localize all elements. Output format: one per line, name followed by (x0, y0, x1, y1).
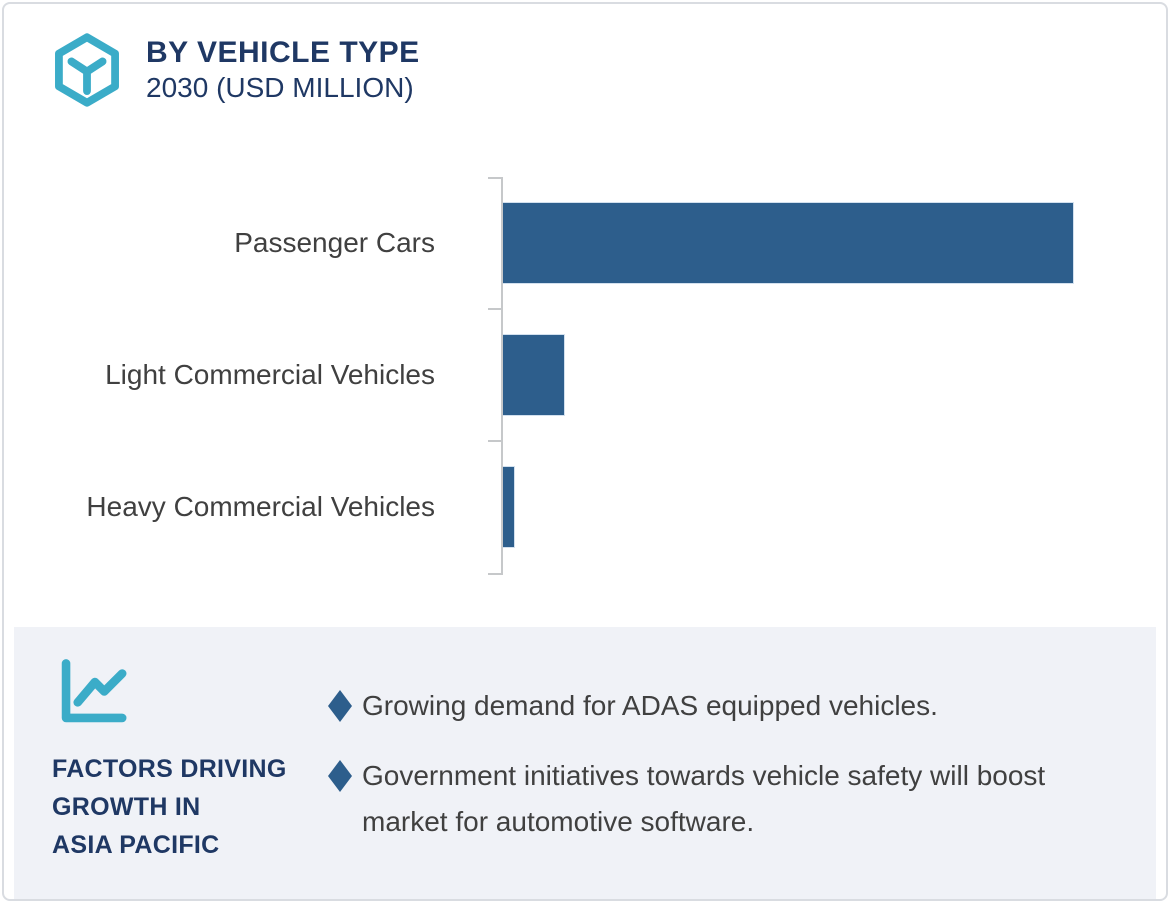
header-text: BY VEHICLE TYPE 2030 (USD MILLION) (146, 36, 420, 104)
category-label: Light Commercial Vehicles (105, 359, 435, 390)
factors-heading-line: FACTORS DRIVING (52, 755, 287, 783)
chart-header: BY VEHICLE TYPE 2030 (USD MILLION) (48, 30, 420, 110)
factors-heading: FACTORS DRIVING GROWTH IN ASIA PACIFIC (52, 750, 328, 864)
factors-heading-line: GROWTH IN (52, 793, 201, 821)
line-chart-icon (61, 659, 127, 723)
chart-row: Light Commercial Vehicles (4, 309, 1166, 441)
category-axis-line (501, 177, 503, 575)
chart-row: Passenger Cars (4, 177, 1166, 309)
diamond-bullet-icon (328, 760, 352, 792)
chart-row: Heavy Commercial Vehicles (4, 441, 1166, 573)
bar-passenger-cars (503, 203, 1073, 283)
bar-heavy-commercial-vehicles (503, 467, 514, 547)
chart-title: BY VEHICLE TYPE (146, 36, 420, 69)
category-label: Passenger Cars (234, 227, 435, 258)
bar-light-commercial-vehicles (503, 335, 564, 415)
list-item: Government initiatives towards vehicle s… (328, 753, 1156, 845)
axis-tick (488, 177, 502, 179)
bar-track (503, 335, 1166, 415)
bar-chart: Passenger Cars Light Commercial Vehicles H… (4, 177, 1166, 575)
axis-tick (488, 308, 502, 310)
category-label: Heavy Commercial Vehicles (86, 491, 435, 522)
bar-track (503, 467, 1166, 547)
factors-heading-line: ASIA PACIFIC (52, 831, 220, 859)
cube-hexagon-icon (55, 33, 119, 107)
diamond-bullet-icon (328, 690, 352, 722)
chart-subtitle: 2030 (USD MILLION) (146, 72, 414, 103)
bullet-text: Government initiatives towards vehicle s… (362, 760, 1046, 837)
factors-bullet-list: Growing demand for ADAS equipped vehicle… (328, 627, 1156, 899)
factors-panel: FACTORS DRIVING GROWTH IN ASIA PACIFIC G… (14, 627, 1156, 899)
bar-track (503, 203, 1166, 283)
bullet-text: Growing demand for ADAS equipped vehicle… (362, 690, 938, 721)
factors-panel-left: FACTORS DRIVING GROWTH IN ASIA PACIFIC (14, 627, 328, 899)
axis-tick (488, 573, 502, 575)
axis-tick (488, 440, 502, 442)
list-item: Growing demand for ADAS equipped vehicle… (328, 683, 1156, 729)
chart-rows: Passenger Cars Light Commercial Vehicles H… (4, 177, 1166, 573)
